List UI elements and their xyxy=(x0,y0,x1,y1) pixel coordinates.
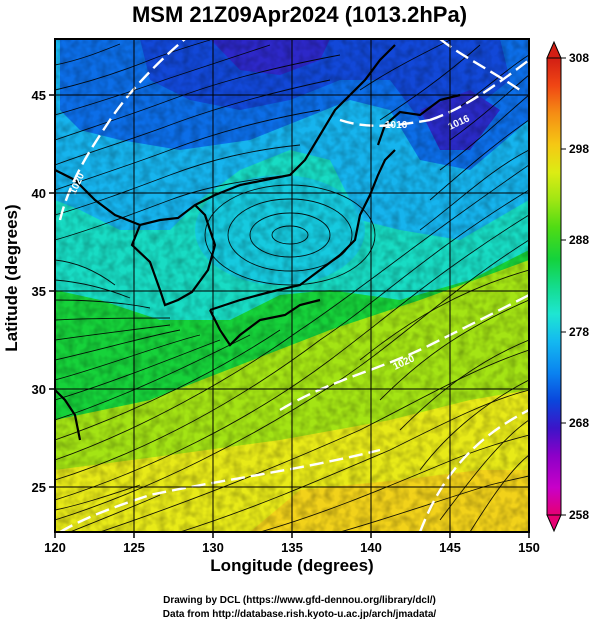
colorbar-tick-label: 268 xyxy=(569,416,589,430)
y-tick-label: 45 xyxy=(32,88,46,103)
isobar-label: 1016 xyxy=(385,120,408,131)
isobar-1020-west xyxy=(58,39,186,221)
colorbar-top-arrow xyxy=(546,40,562,59)
x-tick-label: 150 xyxy=(518,540,540,555)
map-title: MSM 21Z09Apr2024 (1013.2hPa) xyxy=(131,2,468,27)
colorbar: 308 298 288 278 268 258 xyxy=(546,40,589,533)
x-axis-label: Longitude (degrees) xyxy=(210,556,374,575)
x-tick-label: 135 xyxy=(281,540,303,555)
colorbar-tick-label: 288 xyxy=(569,233,589,247)
colorbar-gradient xyxy=(546,57,562,516)
colorbar-tick-label: 258 xyxy=(569,508,589,522)
y-tick-label: 25 xyxy=(32,480,46,495)
colorbar-tick-label: 278 xyxy=(569,325,589,339)
data-credit: Data from http://database.rish.kyoto-u.a… xyxy=(162,609,437,620)
coastlines xyxy=(55,44,461,441)
x-tick-label: 120 xyxy=(44,540,66,555)
x-tick-label: 140 xyxy=(360,540,382,555)
wind-streamlines xyxy=(55,39,529,532)
isobar-1016-northeast xyxy=(429,59,529,122)
grid-lines xyxy=(55,39,529,532)
y-tick-label: 35 xyxy=(32,284,46,299)
colorbar-tick-label: 308 xyxy=(569,51,589,65)
y-tick-label: 30 xyxy=(32,382,46,397)
colorbar-tick-label: 298 xyxy=(569,142,589,156)
y-axis-label: Latitude (degrees) xyxy=(2,204,21,352)
isobar-1020-north xyxy=(339,118,431,127)
x-tick-label: 130 xyxy=(202,540,224,555)
x-tick-label: 145 xyxy=(439,540,461,555)
x-tick-label: 125 xyxy=(123,540,145,555)
drawing-credit: Drawing by DCL (https://www.gfd-dennou.o… xyxy=(163,595,436,606)
isobar-1020-south xyxy=(59,448,381,532)
colorbar-bottom-arrow xyxy=(546,514,562,533)
y-tick-label: 40 xyxy=(32,186,46,201)
